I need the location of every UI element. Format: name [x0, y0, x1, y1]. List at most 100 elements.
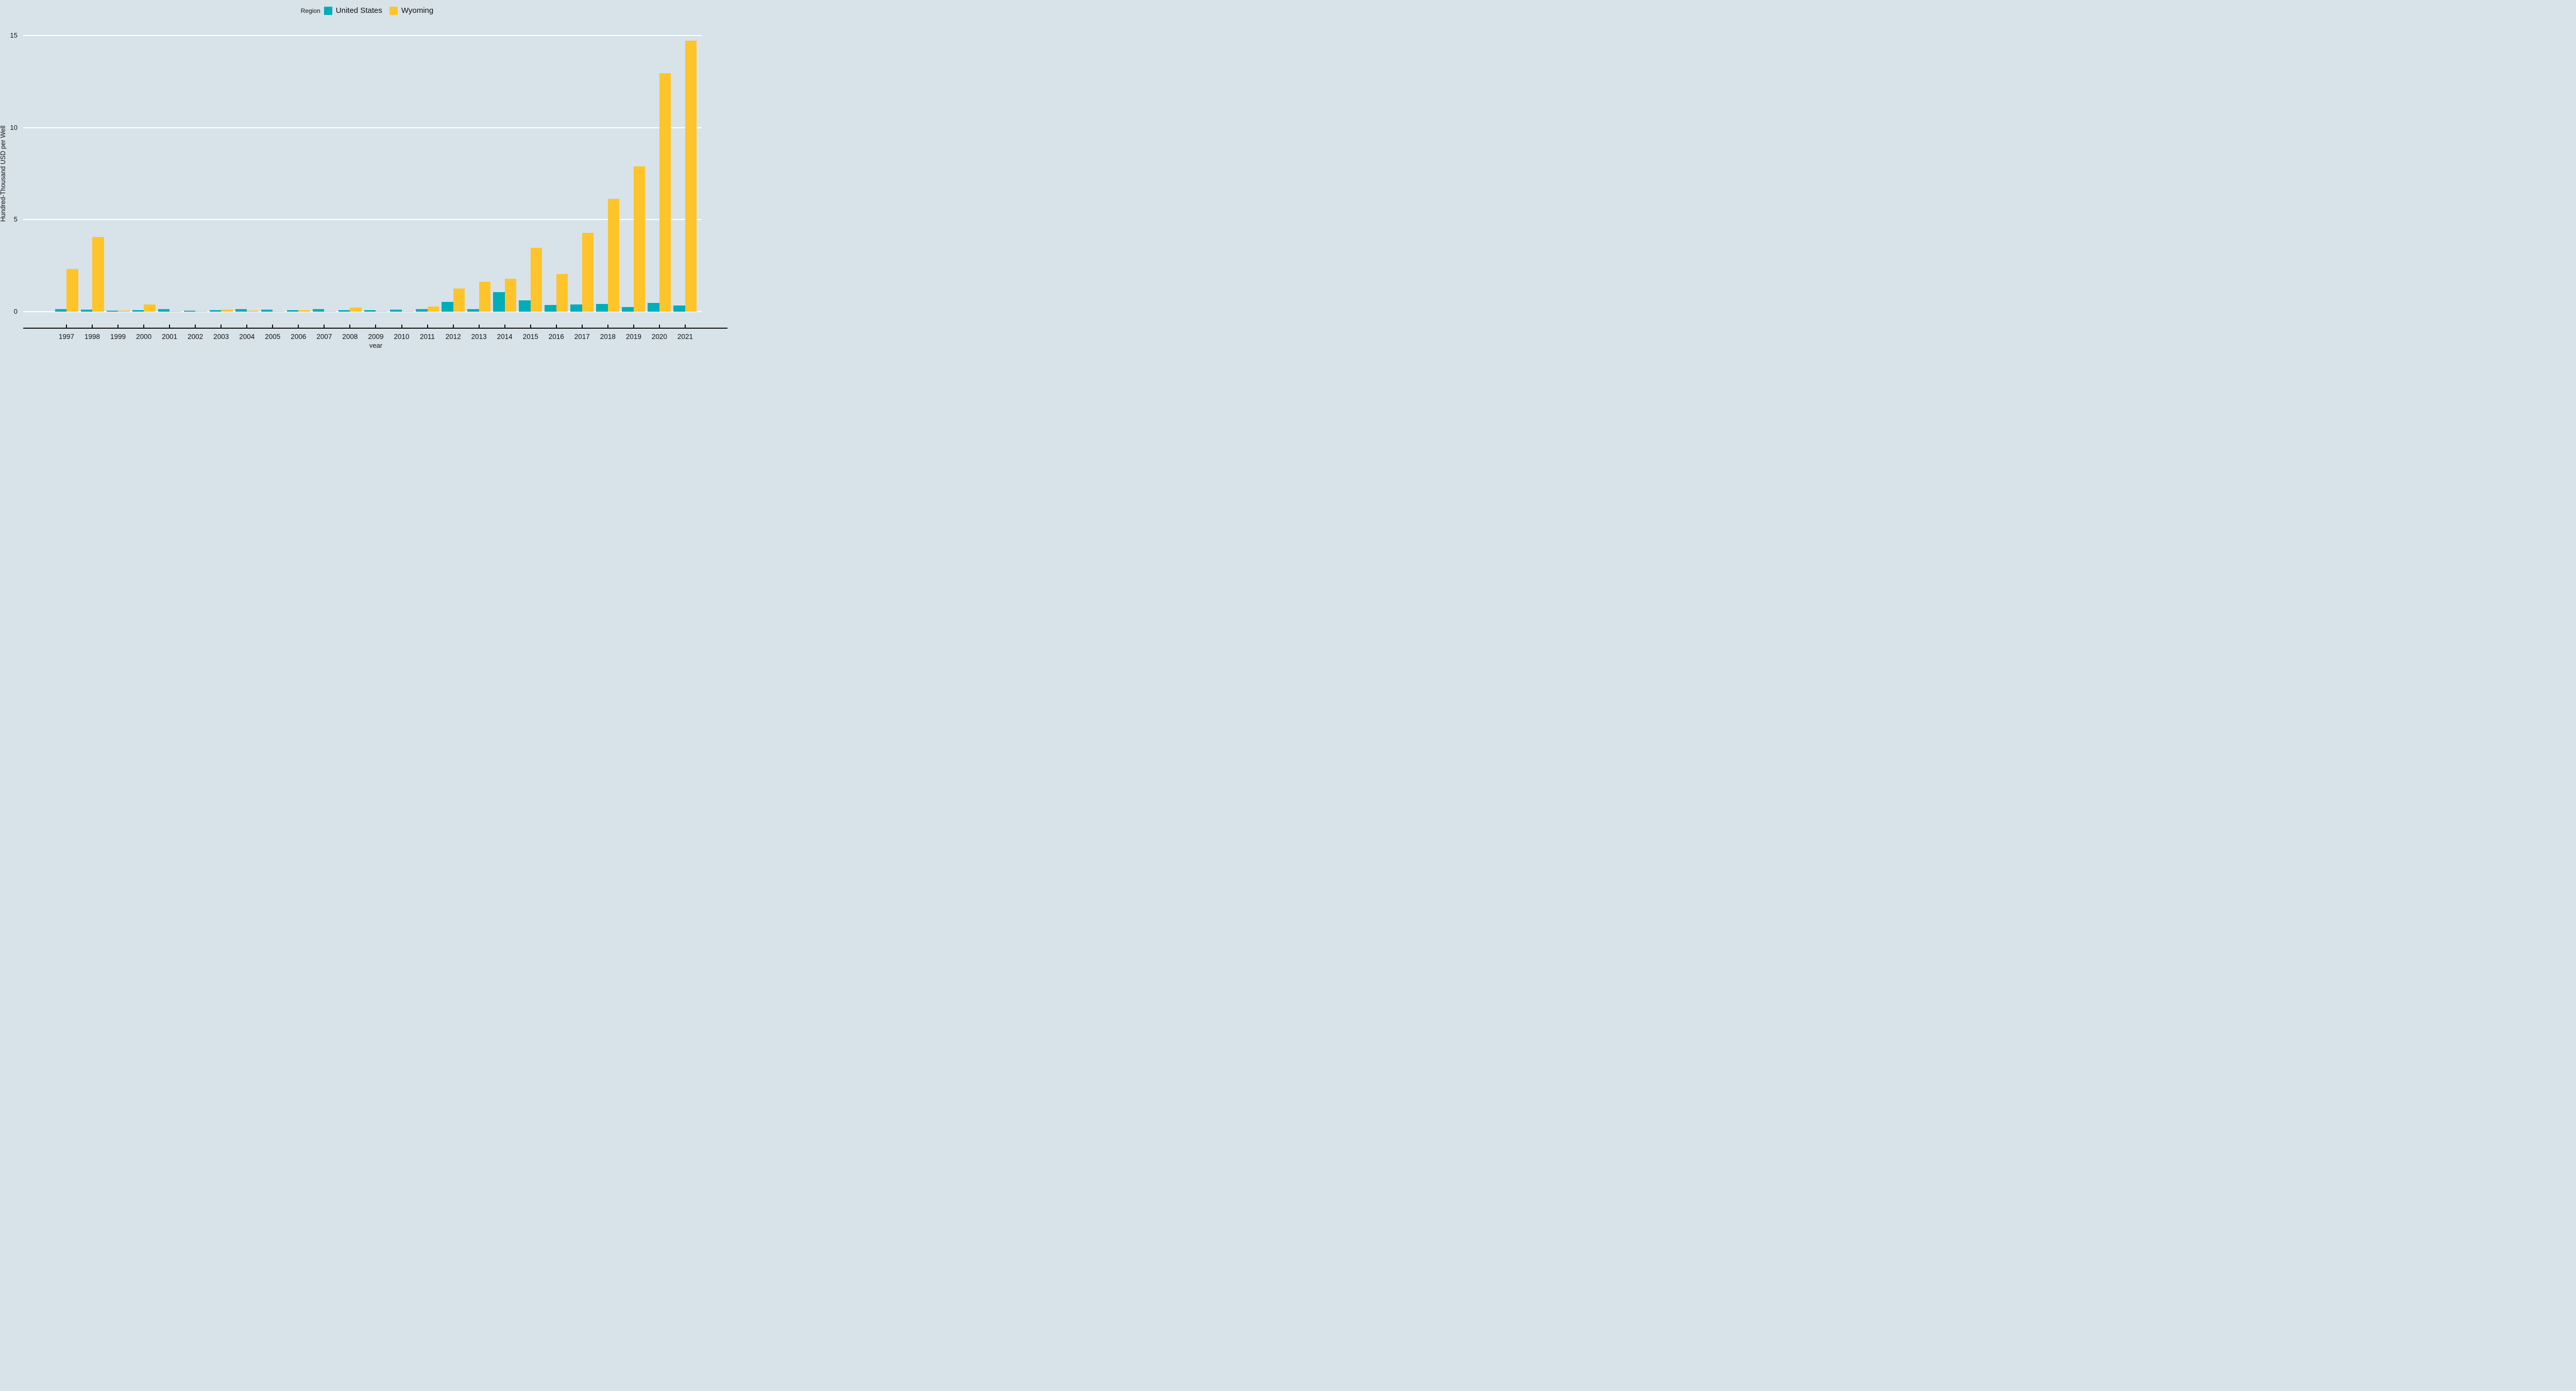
bar-wyoming-2013[interactable]: [479, 282, 491, 312]
x-tick-label-2018: 2018: [600, 333, 616, 341]
bar-united-states-2008[interactable]: [338, 310, 350, 312]
bar-united-states-2002[interactable]: [183, 310, 196, 312]
bar-wyoming-2004[interactable]: [247, 311, 259, 312]
bar-united-states-2001[interactable]: [158, 309, 170, 312]
bar-wyoming-2016[interactable]: [556, 274, 568, 312]
bar-wyoming-2012[interactable]: [453, 289, 465, 312]
x-tick-label-2016: 2016: [548, 333, 564, 341]
legend-title: Region: [300, 7, 320, 14]
legend-label-united-states[interactable]: United States: [335, 6, 382, 15]
bar-wyoming-2000[interactable]: [144, 304, 156, 312]
x-tick-2000: [143, 325, 145, 328]
x-tick-2017: [581, 325, 583, 328]
x-tick-label-1998: 1998: [84, 333, 100, 341]
bar-united-states-2010[interactable]: [390, 310, 402, 312]
x-tick-2016: [555, 325, 557, 328]
bar-wyoming-2018[interactable]: [607, 199, 620, 312]
bar-wyoming-2007[interactable]: [324, 311, 336, 312]
bar-wyoming-1997[interactable]: [66, 268, 78, 312]
x-tick-label-2007: 2007: [316, 333, 332, 341]
bar-united-states-1999[interactable]: [106, 311, 118, 312]
x-tick-label-2005: 2005: [265, 333, 281, 341]
bar-united-states-1997[interactable]: [55, 309, 66, 312]
x-tick-2020: [658, 325, 660, 328]
x-tick-label-2008: 2008: [342, 333, 358, 341]
x-tick-2013: [478, 325, 480, 328]
y-tick-label-10: 10: [10, 123, 18, 131]
x-tick-2018: [607, 325, 608, 328]
x-tick-2011: [427, 325, 428, 328]
bar-wyoming-2003[interactable]: [221, 309, 233, 312]
bar-wyoming-2019[interactable]: [633, 166, 646, 312]
bar-united-states-2003[interactable]: [209, 310, 222, 312]
x-tick-label-2021: 2021: [677, 333, 693, 341]
bar-united-states-2009[interactable]: [364, 310, 376, 312]
x-tick-label-2004: 2004: [239, 333, 255, 341]
y-tick-label-15: 15: [10, 31, 18, 39]
x-tick-1998: [92, 325, 93, 328]
bar-united-states-2000[interactable]: [132, 310, 144, 312]
x-tick-label-2002: 2002: [188, 333, 204, 341]
y-tick-label-5: 5: [13, 215, 18, 224]
bar-wyoming-2015[interactable]: [530, 247, 543, 312]
x-tick-2015: [530, 325, 531, 328]
x-tick-2014: [504, 325, 505, 328]
x-tick-2010: [401, 325, 402, 328]
bar-united-states-2012[interactable]: [442, 302, 453, 312]
bar-united-states-2007[interactable]: [312, 309, 325, 312]
bar-wyoming-2020[interactable]: [659, 73, 671, 312]
bar-united-states-2013[interactable]: [467, 309, 479, 312]
x-tick-label-2015: 2015: [522, 333, 538, 341]
bar-wyoming-2006[interactable]: [298, 310, 310, 312]
x-tick-2004: [246, 325, 248, 328]
x-tick-label-2014: 2014: [497, 333, 513, 341]
bar-united-states-2006[interactable]: [286, 310, 299, 312]
bar-united-states-2018[interactable]: [596, 303, 608, 312]
x-tick-label-2009: 2009: [368, 333, 384, 341]
bar-united-states-2021[interactable]: [673, 305, 685, 312]
bar-wyoming-2011[interactable]: [427, 307, 439, 312]
x-tick-2008: [349, 325, 351, 328]
x-tick-label-2001: 2001: [162, 333, 178, 341]
x-tick-label-2017: 2017: [574, 333, 590, 341]
bar-united-states-2014[interactable]: [493, 292, 505, 312]
x-tick-2003: [221, 325, 222, 328]
bar-united-states-2005[interactable]: [261, 309, 273, 312]
bar-chart: Region United States Wyoming 0 5 10 15 Hund…: [0, 0, 734, 348]
x-tick-label-2012: 2012: [445, 333, 461, 341]
x-tick-label-2020: 2020: [651, 333, 667, 341]
x-tick-2005: [272, 325, 274, 328]
bar-wyoming-2002[interactable]: [195, 311, 207, 312]
bar-united-states-1998[interactable]: [80, 309, 93, 312]
legend-swatch-united-states[interactable]: [324, 6, 332, 15]
bar-united-states-2015[interactable]: [519, 300, 531, 312]
bar-united-states-2020[interactable]: [648, 303, 659, 312]
bar-wyoming-2021[interactable]: [685, 41, 697, 312]
bar-united-states-2016[interactable]: [545, 305, 556, 312]
legend-label-wyoming[interactable]: Wyoming: [401, 6, 434, 15]
gridline-10: [23, 127, 702, 128]
x-tick-2001: [169, 325, 171, 328]
x-axis-line: [23, 328, 727, 329]
x-tick-label-2011: 2011: [420, 333, 435, 341]
x-tick-2007: [324, 325, 325, 328]
gridline-5: [23, 219, 702, 220]
bar-wyoming-2008[interactable]: [350, 308, 362, 312]
y-tick-label-0: 0: [13, 308, 18, 315]
legend: Region United States Wyoming: [0, 6, 734, 15]
bar-united-states-2019[interactable]: [622, 307, 634, 312]
x-tick-2006: [298, 325, 299, 328]
legend-swatch-wyoming[interactable]: [389, 6, 398, 15]
bar-united-states-2017[interactable]: [570, 304, 582, 312]
bar-wyoming-1998[interactable]: [92, 237, 104, 312]
bar-united-states-2011[interactable]: [416, 309, 428, 312]
x-tick-label-2003: 2003: [213, 333, 229, 341]
bar-wyoming-2010[interactable]: [401, 311, 414, 312]
bar-wyoming-2005[interactable]: [273, 311, 284, 312]
bar-wyoming-2009[interactable]: [376, 311, 387, 312]
bar-wyoming-2017[interactable]: [582, 233, 594, 312]
bar-wyoming-1999[interactable]: [118, 310, 130, 312]
bar-wyoming-2014[interactable]: [504, 278, 517, 312]
bar-united-states-2004[interactable]: [235, 309, 247, 312]
bar-wyoming-2001[interactable]: [170, 311, 181, 312]
